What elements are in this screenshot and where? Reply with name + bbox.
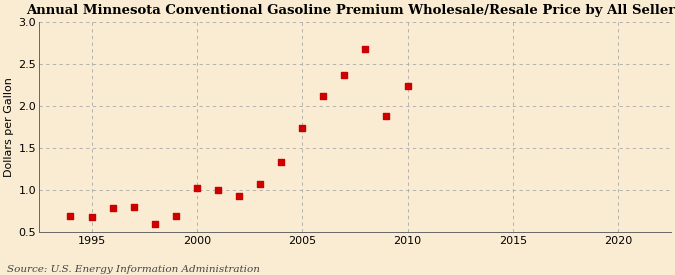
Point: [192, 186, 202, 191]
Point: [128, 205, 139, 209]
Point: [149, 221, 160, 226]
Point: [234, 194, 244, 198]
Point: [170, 214, 181, 218]
Title: Annual Minnesota Conventional Gasoline Premium Wholesale/Resale Price by All Sel: Annual Minnesota Conventional Gasoline P…: [26, 4, 675, 17]
Point: [65, 214, 76, 218]
Point: [360, 47, 371, 51]
Y-axis label: Dollars per Gallon: Dollars per Gallon: [4, 77, 14, 177]
Point: [213, 188, 223, 192]
Point: [275, 160, 286, 165]
Text: Source: U.S. Energy Information Administration: Source: U.S. Energy Information Administ…: [7, 265, 260, 274]
Point: [107, 205, 118, 210]
Point: [339, 73, 350, 78]
Point: [402, 84, 413, 88]
Point: [254, 182, 265, 186]
Point: [86, 215, 97, 219]
Point: [381, 114, 392, 119]
Point: [297, 126, 308, 130]
Point: [318, 94, 329, 98]
